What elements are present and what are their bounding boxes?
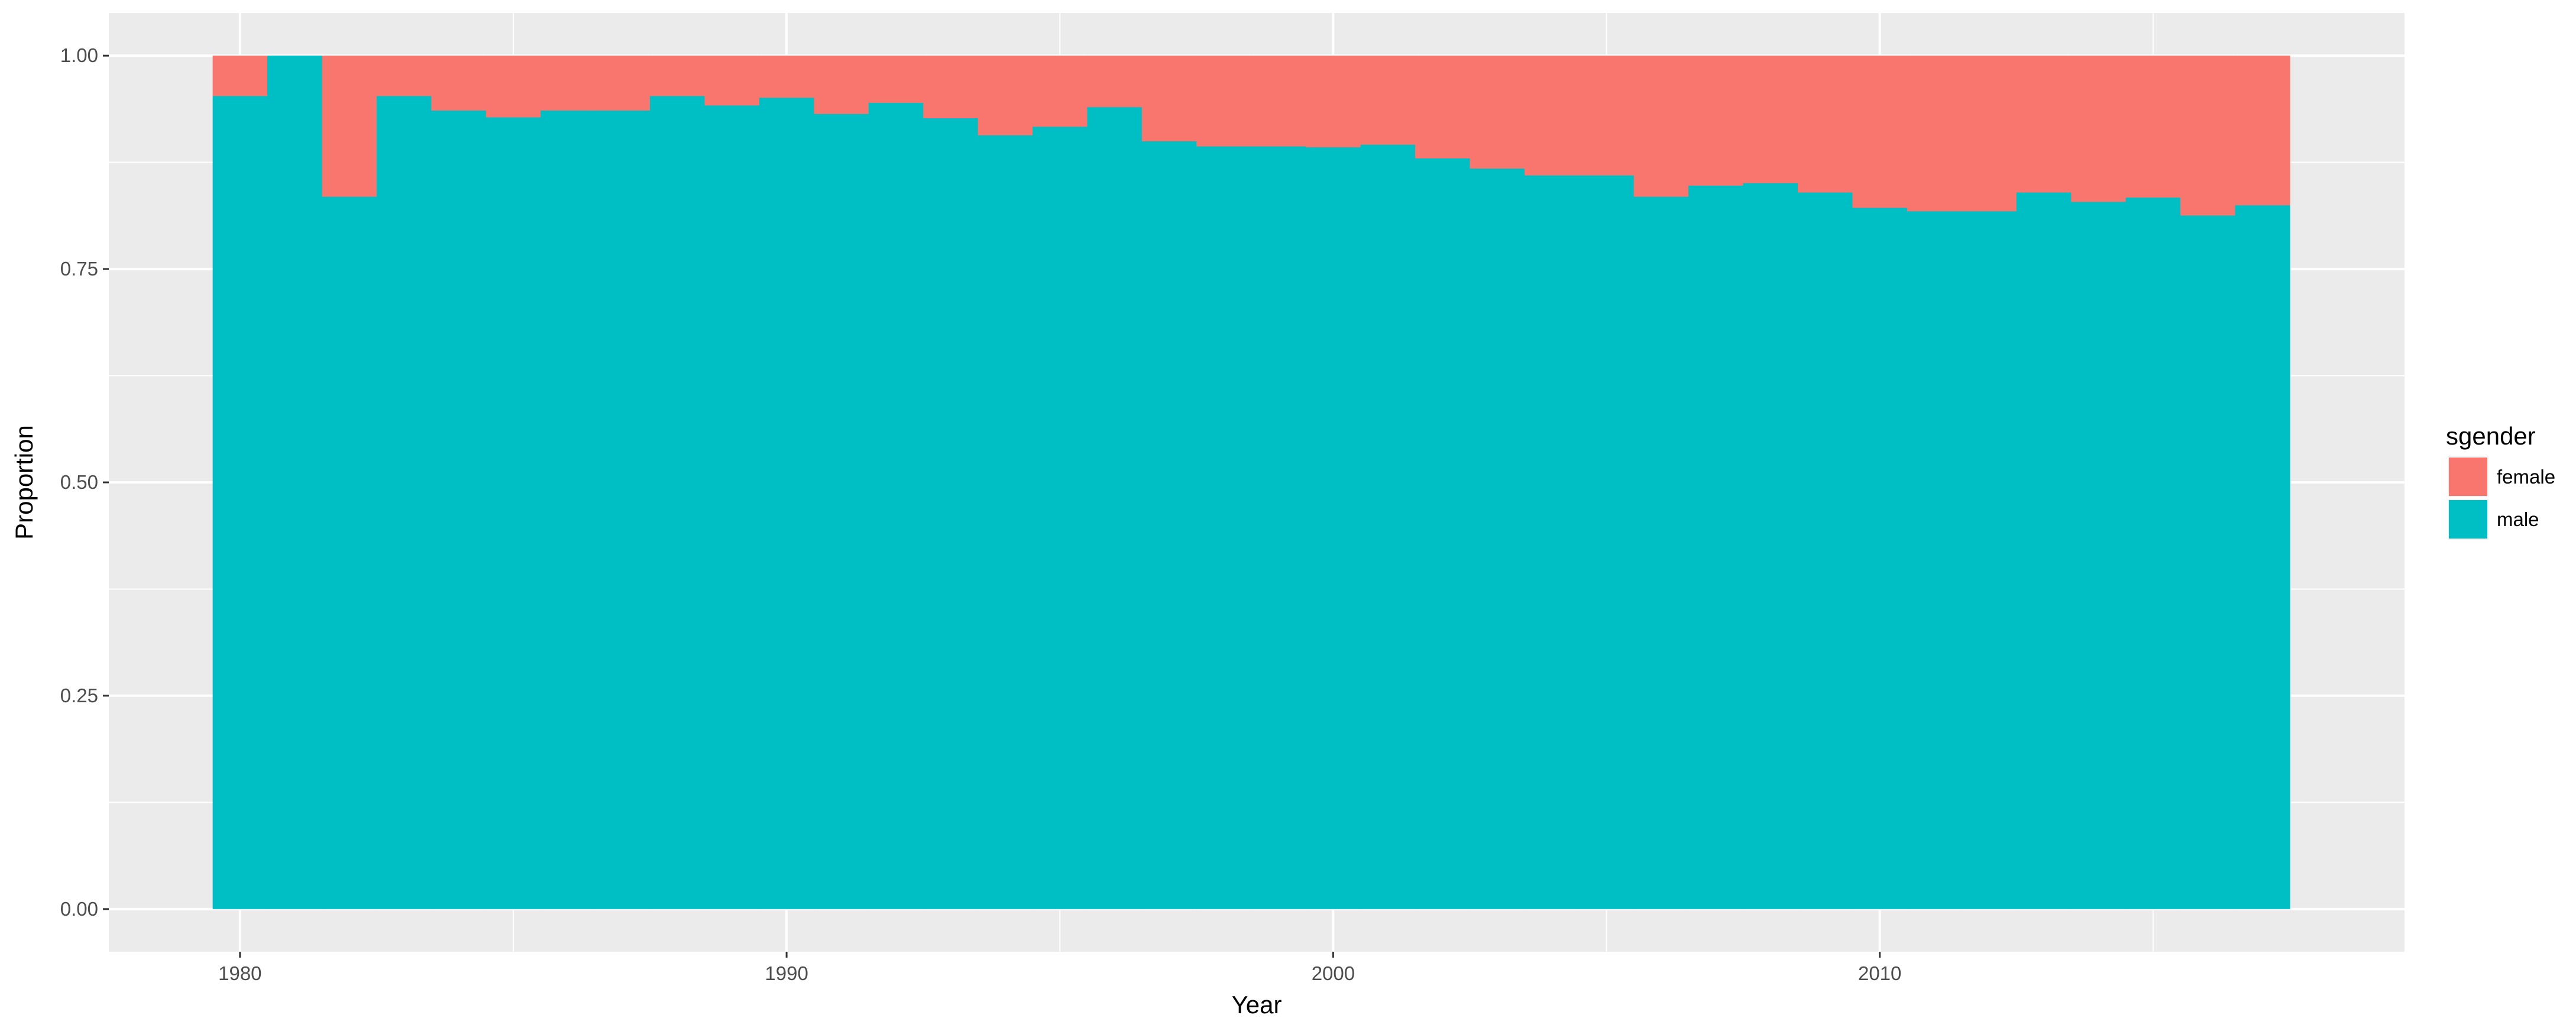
bar-male <box>322 196 377 909</box>
bar-female <box>431 56 487 111</box>
x-axis-ticks: 1980 1990 2000 2010 <box>218 952 1901 984</box>
bar-male <box>1688 185 1744 909</box>
legend-swatch-male <box>2449 500 2487 539</box>
bar-male <box>1852 207 1908 909</box>
bar-male <box>1743 183 1798 909</box>
bar-female <box>1470 56 1525 169</box>
x-axis-title: Year <box>1232 991 1282 1019</box>
bar-female <box>1251 56 1306 147</box>
bar-female <box>376 56 432 96</box>
bar-female <box>595 56 651 111</box>
x-tick-label: 2000 <box>1312 962 1355 984</box>
bar-female <box>486 56 541 118</box>
bar-female <box>1524 56 1580 176</box>
bar-male <box>267 56 323 909</box>
bar-female <box>2235 56 2290 206</box>
bar-male <box>541 110 596 909</box>
bar-female <box>1196 56 1252 147</box>
bar-male <box>650 96 706 909</box>
bar-female <box>704 56 760 106</box>
bar-male <box>595 110 651 909</box>
bar-female <box>1415 56 1471 158</box>
bar-female <box>1360 56 1416 145</box>
bar-female <box>1688 56 1744 186</box>
y-axis-title: Proportion <box>10 425 38 540</box>
bar-male <box>2180 215 2236 909</box>
bar-male <box>1087 106 1143 909</box>
bar-male <box>1798 192 1853 909</box>
bar-female <box>212 56 268 96</box>
legend-label-male: male <box>2497 508 2539 530</box>
bar-male <box>814 113 869 909</box>
legend-label-female: female <box>2497 466 2555 488</box>
bar-female <box>1962 56 2017 212</box>
bar-female <box>1743 56 1798 183</box>
bar-female <box>1852 56 1908 208</box>
bar-female <box>1798 56 1853 193</box>
bar-female <box>650 56 706 96</box>
bar-male <box>704 105 760 909</box>
bar-female <box>1579 56 1635 176</box>
legend-title: sgender <box>2446 422 2536 450</box>
bar-male <box>1306 147 1361 909</box>
bar-male <box>1907 210 1963 909</box>
bar-male <box>212 96 268 909</box>
bar-male <box>1141 141 1198 909</box>
bar-female <box>1033 56 1088 127</box>
bar-female <box>868 56 924 103</box>
bar-male <box>1470 168 1525 909</box>
bar-female <box>1306 56 1361 148</box>
legend-entries: female male <box>2448 456 2555 540</box>
x-tick-label: 2010 <box>1858 962 1901 984</box>
y-tick-label: 0.00 <box>60 898 98 920</box>
bar-female <box>814 56 869 114</box>
bar-male <box>2071 202 2127 909</box>
y-tick-label: 0.50 <box>60 471 98 493</box>
bar-female <box>2071 56 2127 202</box>
bar-male <box>1251 146 1306 909</box>
legend: sgender female male <box>2446 422 2555 540</box>
legend-swatch-female <box>2449 458 2487 496</box>
bar-female <box>1141 56 1198 142</box>
x-tick-label: 1990 <box>765 962 808 984</box>
bar-male <box>2235 205 2290 909</box>
bar-male <box>1579 175 1635 909</box>
bar-female <box>541 56 596 111</box>
bar-female <box>1087 56 1143 108</box>
bar-male <box>1196 146 1252 909</box>
bar-female <box>2016 56 2072 193</box>
bar-male <box>486 117 541 909</box>
bar-female <box>923 56 979 119</box>
bar-male <box>1033 127 1088 909</box>
y-tick-label: 0.25 <box>60 685 98 706</box>
bar-male <box>1633 196 1689 909</box>
bar-female <box>1907 56 1963 212</box>
bar-female <box>759 56 815 98</box>
bar-male <box>1415 158 1471 909</box>
bar-male <box>868 102 924 909</box>
bar-male <box>1962 210 2017 909</box>
bar-male <box>2016 192 2072 909</box>
bar-female <box>978 56 1033 135</box>
bar-male <box>923 118 979 909</box>
bar-female <box>2180 56 2236 216</box>
bar-female <box>1633 56 1689 197</box>
bar-male <box>759 97 815 909</box>
x-tick-label: 1980 <box>218 962 261 984</box>
bar-male <box>2125 197 2181 909</box>
bar-male <box>978 135 1033 909</box>
bar-male <box>376 96 432 909</box>
y-tick-label: 1.00 <box>60 44 98 66</box>
bar-series <box>212 56 2290 909</box>
bar-female <box>322 56 377 197</box>
bar-male <box>1524 175 1580 909</box>
bar-female <box>2125 56 2181 198</box>
bar-male <box>431 110 487 909</box>
bar-male <box>1360 144 1416 909</box>
y-axis-ticks: 0.00 0.25 0.50 0.75 1.00 <box>60 44 109 920</box>
y-tick-label: 0.75 <box>60 258 98 280</box>
